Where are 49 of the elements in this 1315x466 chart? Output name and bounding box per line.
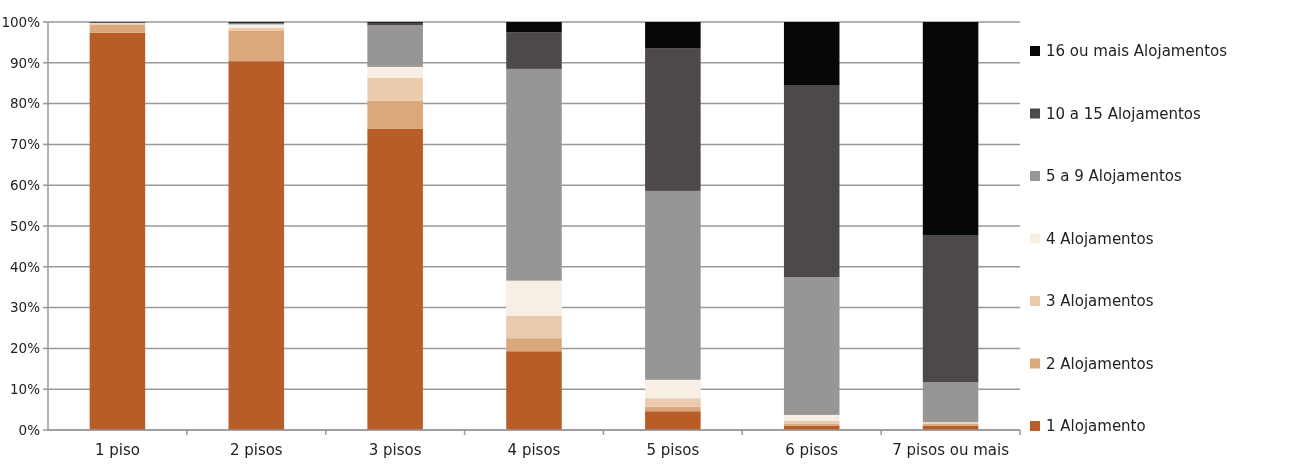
- legend-label: 10 a 15 Alojamentos: [1046, 104, 1202, 123]
- x-tick-label: 1 piso: [94, 441, 140, 459]
- bar: [367, 66, 423, 78]
- y-tick-label: 40%: [9, 258, 41, 275]
- bar: [645, 22, 701, 49]
- bar: [506, 280, 562, 316]
- x-tick-label: 2 pisos: [229, 441, 283, 459]
- bar: [922, 234, 979, 383]
- x-tick-label: 4 pisos: [507, 441, 561, 459]
- bar: [783, 22, 840, 86]
- y-tick-label: 100%: [1, 13, 41, 30]
- y-tick-label: 30%: [9, 299, 41, 316]
- bar: [645, 48, 701, 191]
- legend-label: 2 Alojamentos: [1046, 354, 1154, 373]
- y-tick-label: 20%: [9, 340, 41, 357]
- bar: [645, 398, 701, 407]
- y-tick-label: 50%: [9, 217, 41, 234]
- bar: [645, 379, 701, 399]
- y-tick-label: 0%: [18, 421, 41, 438]
- x-tick-label: 5 pisos: [646, 441, 700, 459]
- x-tick-label: 3 pisos: [368, 441, 422, 459]
- bar: [367, 77, 423, 101]
- x-tick-label: 6 pisos: [785, 441, 839, 459]
- bar: [367, 100, 423, 129]
- bar: [89, 32, 146, 430]
- y-tick-label: 70%: [9, 136, 41, 153]
- legend-label: 5 a 9 Alojamentos: [1046, 167, 1182, 186]
- bar: [367, 128, 423, 430]
- y-tick-label: 90%: [9, 54, 41, 71]
- bar: [922, 22, 979, 235]
- y-tick-label: 10%: [9, 380, 41, 397]
- bar: [506, 315, 562, 339]
- bar: [645, 411, 701, 430]
- bar: [506, 351, 562, 430]
- bar: [228, 61, 285, 430]
- bar: [645, 406, 701, 412]
- legend-label: 1 Alojamento: [1046, 417, 1146, 436]
- bar: [783, 85, 840, 277]
- bar: [506, 22, 562, 33]
- y-tick-label: 80%: [9, 95, 41, 112]
- legend-label: 16 ou mais Alojamentos: [1046, 42, 1228, 61]
- bar: [506, 338, 562, 352]
- legend-label: 3 Alojamentos: [1046, 292, 1154, 311]
- x-tick-label: 7 pisos ou mais: [892, 441, 1010, 459]
- bar: [506, 32, 562, 69]
- y-tick-label: 60%: [9, 176, 41, 193]
- bar: [783, 414, 840, 421]
- legend-label: 4 Alojamentos: [1046, 229, 1154, 248]
- bar: [228, 30, 285, 62]
